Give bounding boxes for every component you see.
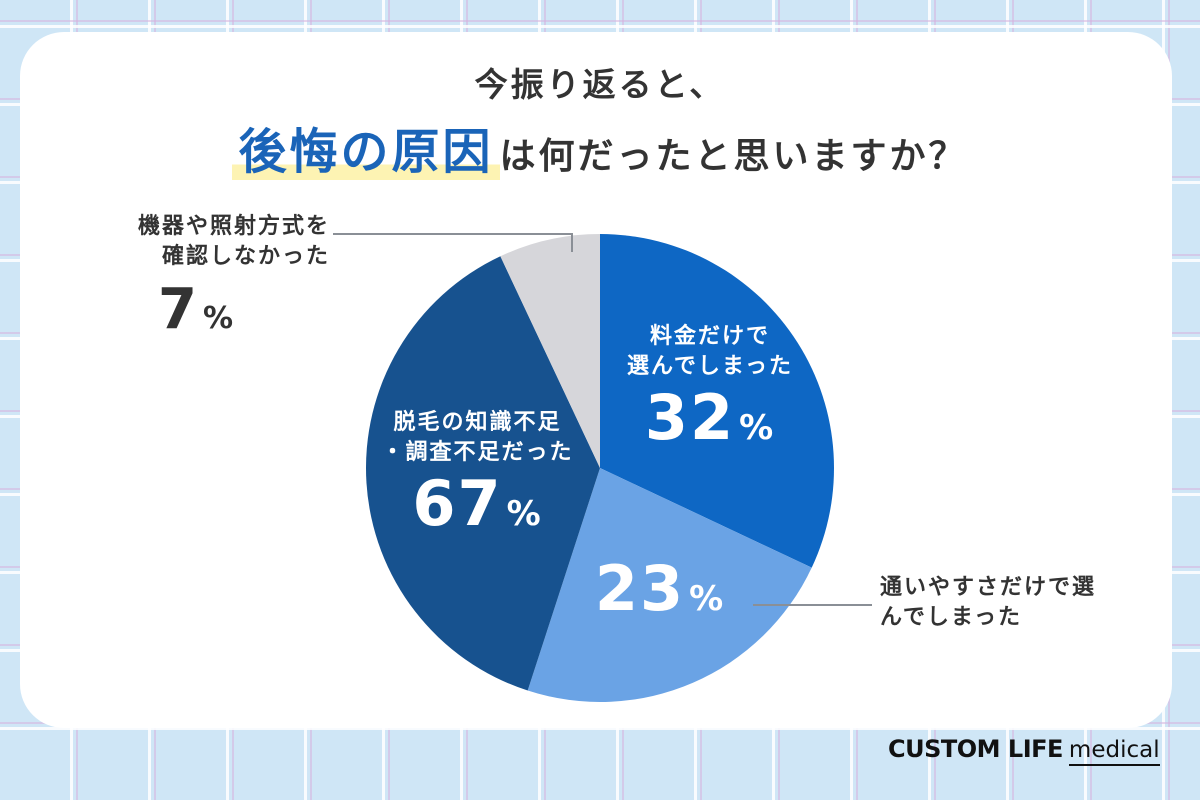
slice-knowledge [365,256,600,691]
slice-price [600,234,834,568]
slice-access [527,468,812,703]
title-rest: は何だったと思いますか？ [499,136,968,177]
slice-label-device: 機器や照射方式を 確認しなかった [100,212,330,272]
title-line-1: 今振り返ると、 [474,65,726,104]
slice-value-access: 23% [594,552,726,625]
title-line-2: 後悔の原因 は何だったと思いますか？ [0,112,1200,182]
brand-sub: medical [1068,737,1160,766]
slice-label-knowledge-line-2: ・調査不足だった [381,440,574,465]
slice-label-device-line-1: 機器や照射方式を [137,214,330,239]
slice-label-access: 通いやすさだけで選 んでしまった [880,573,1150,633]
slice-label-knowledge-line-1: 脱毛の知識不足 [393,410,562,435]
title-highlight: 後悔の原因 [232,124,500,180]
slice-device [500,234,600,468]
brand-name: CUSTOM LIFE [888,735,1063,763]
slice-label-price: 料金だけで 選んでしまった 32% [590,322,830,464]
brand-logo: CUSTOM LIFE medical [888,735,1160,766]
leader-line-device [333,233,573,252]
slice-label-access-line-1: 通いやすさだけで選 [880,575,1097,600]
slice-value-knowledge: 67% [412,467,543,540]
slice-value-device: 7% [158,277,236,342]
slice-label-access-line-2: んでしまった [880,605,1023,630]
slice-label-knowledge: 脱毛の知識不足 ・調査不足だった 67% [355,408,600,550]
slice-label-device-line-2: 確認しなかった [161,244,330,269]
slice-label-price-line-2: 選んでしまった [626,354,794,379]
slice-label-price-line-1: 料金だけで [649,324,770,349]
slice-value-price: 32% [644,381,776,454]
